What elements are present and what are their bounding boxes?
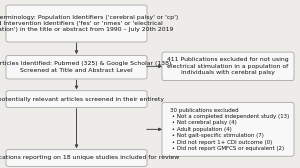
FancyBboxPatch shape	[6, 5, 147, 42]
FancyBboxPatch shape	[162, 102, 294, 156]
Text: 52 potentially relevant articles screened in their entirety: 52 potentially relevant articles screene…	[0, 97, 164, 102]
Text: 411 Publications excluded for not using
electrical stimulation in a population o: 411 Publications excluded for not using …	[167, 57, 289, 75]
FancyBboxPatch shape	[6, 91, 147, 108]
FancyBboxPatch shape	[162, 52, 294, 81]
Text: Search terminology: Population Identifiers ('cerebral palsy' or 'cp')
and Interv: Search terminology: Population Identifie…	[0, 15, 178, 32]
FancyBboxPatch shape	[6, 55, 147, 79]
Text: 463 Articles Identified: Pubmed (325) & Google Scholar (138)
Screened at Title a: 463 Articles Identified: Pubmed (325) & …	[0, 61, 171, 73]
Text: 30 publications excluded
 • Not a completed independent study (13)
 • Not cerebr: 30 publications excluded • Not a complet…	[169, 108, 289, 151]
Text: 22 Publications reporting on 18 unique studies included for review: 22 Publications reporting on 18 unique s…	[0, 155, 179, 160]
FancyBboxPatch shape	[6, 150, 147, 166]
